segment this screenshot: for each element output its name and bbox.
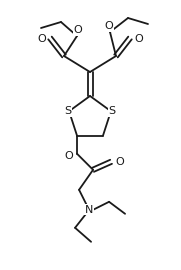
Text: O: O <box>134 34 143 44</box>
Text: O: O <box>37 34 46 44</box>
Text: O: O <box>105 21 113 31</box>
Text: O: O <box>115 157 124 167</box>
Text: S: S <box>64 106 72 116</box>
Text: N: N <box>85 205 93 215</box>
Text: O: O <box>74 25 82 35</box>
Text: S: S <box>108 106 115 116</box>
Text: O: O <box>64 151 73 161</box>
